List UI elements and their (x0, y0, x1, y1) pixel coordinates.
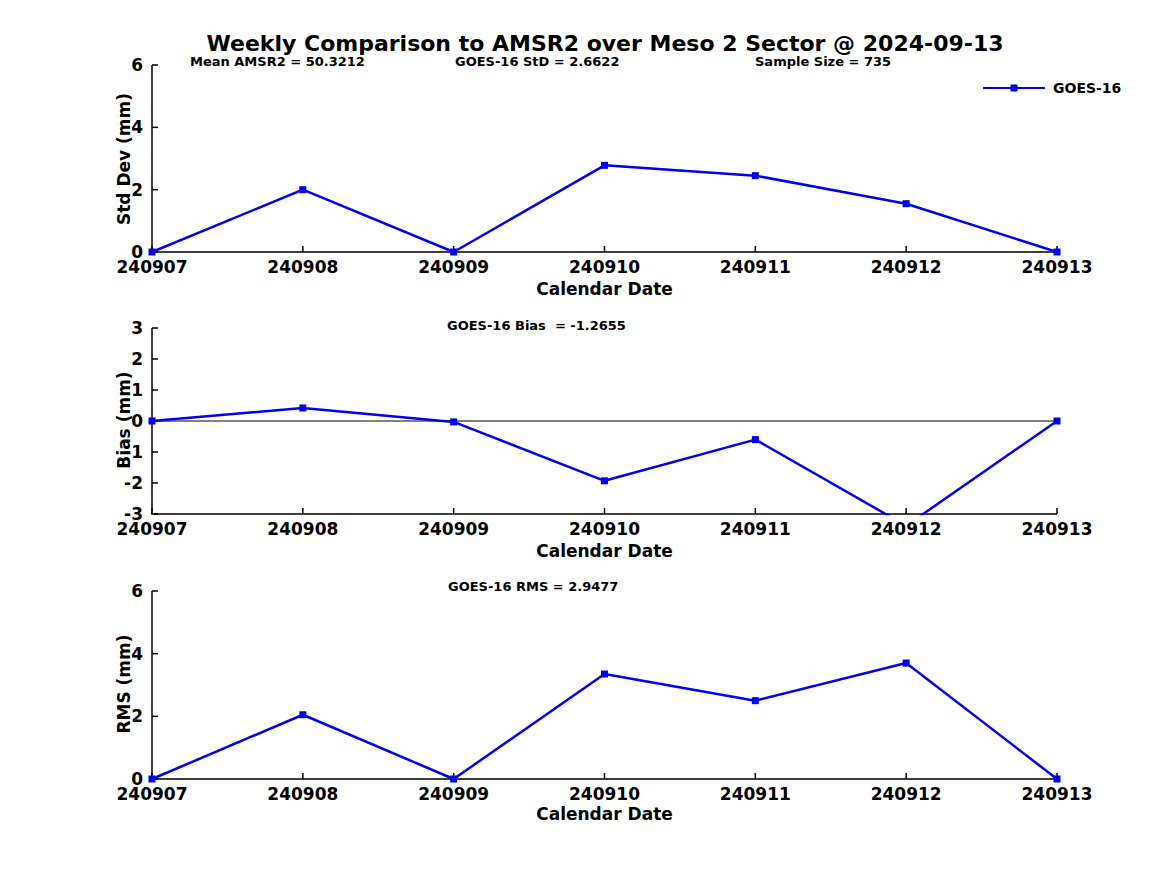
y-tick-label: 6 (131, 55, 143, 75)
plot-1-axes (152, 65, 1057, 252)
plot-3-square-marker (601, 671, 608, 678)
legend-label: GOES-16 (1053, 80, 1121, 96)
plot-1-square-marker (299, 186, 306, 193)
x-tick-label: 240911 (720, 257, 791, 277)
legend: GOES-16 (983, 80, 1121, 96)
plot-1-square-marker (903, 200, 910, 207)
x-tick-label: 240911 (720, 519, 791, 539)
y-tick-label: 2 (131, 349, 143, 369)
y-tick-label: -2 (124, 473, 143, 493)
page-title: Weekly Comparison to AMSR2 over Meso 2 S… (100, 31, 1110, 56)
plot-3-square-marker (752, 697, 759, 704)
x-tick-label: 240908 (267, 257, 338, 277)
annotation-goes16-std: GOES-16 StD = 2.6622 (455, 55, 619, 68)
plot-3-line-GOES-16 (152, 663, 1057, 779)
y-tick-label: 3 (131, 318, 143, 338)
bias-y-axis-label: Bias (mm) (114, 371, 134, 468)
x-tick-label: 240912 (871, 784, 942, 804)
plot-3-square-marker (1054, 776, 1061, 783)
x-tick-label: 240913 (1022, 257, 1093, 277)
plot-1-square-marker (1054, 249, 1061, 256)
plot-1-square-marker (752, 172, 759, 179)
x-tick-label: 240908 (267, 519, 338, 539)
stddev-y-axis-label: Std Dev (mm) (114, 93, 134, 225)
plot-2-square-marker (752, 436, 759, 443)
x-tick-label: 240909 (418, 519, 489, 539)
x-tick-label: 240907 (117, 257, 188, 277)
y-tick-label: 6 (131, 581, 143, 601)
x-tick-label: 240913 (1022, 784, 1093, 804)
plot-2-square-marker (1054, 418, 1061, 425)
plot-1-square-marker (450, 249, 457, 256)
x-tick-label: 240907 (117, 519, 188, 539)
x-tick-label: 240908 (267, 784, 338, 804)
plot-3-square-marker (450, 776, 457, 783)
plot-1-line-GOES-16 (152, 165, 1057, 252)
annotation-mean-amsr2: Mean AMSR2 = 50.3212 (190, 55, 365, 68)
plot-3-square-marker (149, 776, 156, 783)
x-tick-label: 240910 (569, 257, 640, 277)
x-tick-label: 240909 (418, 257, 489, 277)
plot-3-axes (152, 591, 1057, 779)
legend-square-marker-icon (1011, 85, 1018, 92)
annotation-goes16-bias: GOES-16 Bias = -1.2655 (447, 319, 626, 332)
stddev-x-axis-label: Calendar Date (152, 279, 1057, 299)
legend-line-sample (983, 84, 1045, 93)
plot-3-square-marker (903, 660, 910, 667)
x-tick-label: 240910 (569, 519, 640, 539)
annotation-sample-size: Sample Size = 735 (755, 55, 891, 68)
subplots-svg: 0246240907240908240909240910240911240912… (0, 0, 1167, 875)
rms-y-axis-label: RMS (mm) (114, 634, 134, 733)
plot-2-square-marker (601, 477, 608, 484)
plot-1-square-marker (149, 249, 156, 256)
plot-1-square-marker (601, 162, 608, 169)
x-tick-label: 240910 (569, 784, 640, 804)
plot-2-square-marker (299, 404, 306, 411)
annotation-goes16-rms: GOES-16 RMS = 2.9477 (448, 580, 618, 593)
x-tick-label: 240907 (117, 784, 188, 804)
x-tick-label: 240913 (1022, 519, 1093, 539)
x-tick-label: 240909 (418, 784, 489, 804)
plot-2-square-marker (450, 418, 457, 425)
x-tick-label: 240912 (871, 519, 942, 539)
figure-canvas: 0246240907240908240909240910240911240912… (0, 0, 1167, 875)
rms-x-axis-label: Calendar Date (152, 804, 1057, 824)
plot-3-square-marker (299, 711, 306, 718)
plot-2-square-marker (149, 418, 156, 425)
bias-x-axis-label: Calendar Date (152, 541, 1057, 561)
x-tick-label: 240911 (720, 784, 791, 804)
x-tick-label: 240912 (871, 257, 942, 277)
